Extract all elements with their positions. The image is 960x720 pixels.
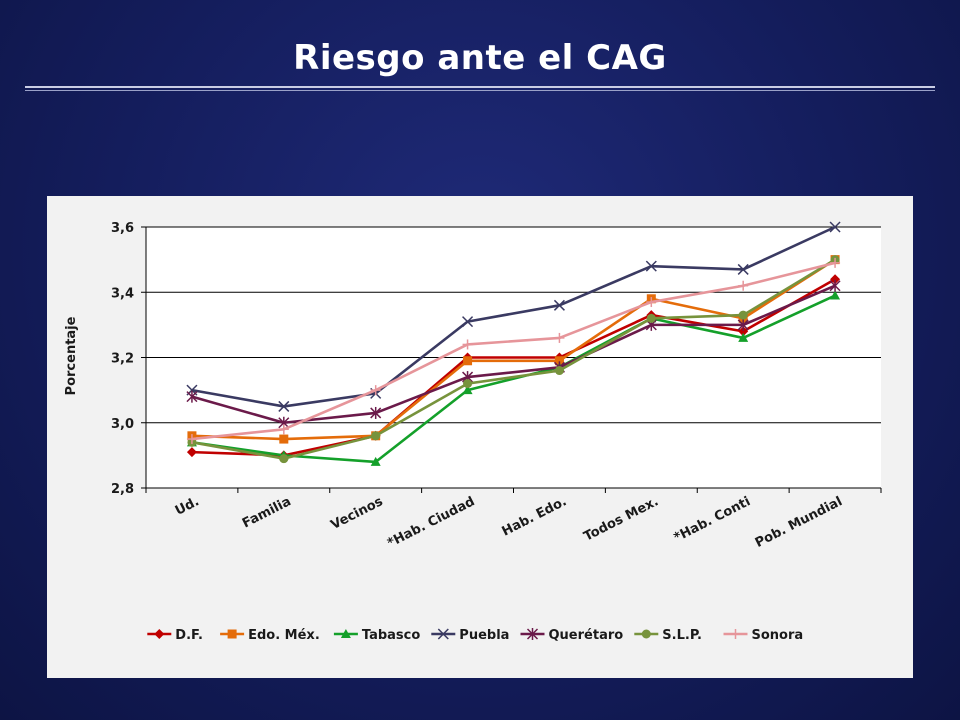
x-tick-label: *Hab. Conti	[672, 494, 753, 545]
legend-item: S.L.P.	[634, 628, 702, 643]
series-sonora	[186, 257, 841, 445]
x-tick-label: Todos Mex.	[582, 494, 662, 544]
data-point	[646, 297, 657, 308]
data-point	[829, 221, 841, 233]
data-point	[462, 316, 474, 328]
data-point	[554, 332, 565, 343]
data-point	[554, 366, 564, 376]
data-point	[437, 628, 449, 640]
x-tick-label: Hab. Edo.	[500, 494, 570, 539]
series-line	[191, 225, 836, 408]
y-axis-label: Porcentaje	[64, 316, 79, 395]
data-point	[645, 260, 657, 272]
data-point	[738, 332, 749, 342]
series-line	[191, 294, 836, 464]
series-line	[191, 284, 836, 425]
data-point	[278, 400, 290, 412]
legend-label: Puebla	[459, 628, 509, 643]
legend-label: Querétaro	[549, 628, 624, 643]
data-point	[370, 385, 381, 396]
y-tick-label: 2,8	[111, 482, 134, 497]
legend-label: S.L.P.	[662, 628, 702, 643]
title-divider	[25, 86, 935, 88]
legend-label: Sonora	[752, 628, 804, 643]
data-point	[730, 629, 741, 639]
data-point	[462, 385, 473, 395]
data-point	[278, 424, 289, 435]
series-line	[191, 278, 836, 457]
data-point	[154, 629, 165, 639]
data-point	[186, 390, 198, 403]
legend-item: Edo. Méx.	[220, 628, 320, 643]
x-tick-label: Vecinos	[329, 494, 386, 533]
data-point	[463, 379, 473, 389]
legend-item: D.F.	[147, 628, 203, 643]
data-point	[340, 629, 351, 638]
legend-item: Sonora	[723, 628, 804, 643]
legend-label: Edo. Méx.	[248, 628, 320, 643]
legend-label: D.F.	[175, 628, 203, 643]
data-point	[186, 447, 197, 458]
legend-item: Querétaro	[520, 628, 624, 643]
data-point	[830, 290, 841, 300]
series-line	[191, 261, 836, 441]
legend-label: Tabasco	[362, 628, 420, 643]
data-point	[738, 326, 749, 337]
x-tick-label: Familia	[240, 494, 294, 531]
data-point	[641, 629, 651, 639]
data-point	[463, 356, 473, 366]
chart-panel: 2,8 3,0 3,2 3,4 3,6 Ud. Familia Vecinos *Hab. Ci…	[47, 196, 913, 678]
y-tick-label: 3,2	[111, 352, 134, 367]
data-point	[279, 434, 289, 444]
y-tick-label: 3,6	[111, 221, 134, 236]
data-point	[738, 310, 748, 320]
data-point	[737, 318, 749, 331]
data-point	[830, 274, 841, 285]
legend-item: Tabasco	[333, 628, 420, 643]
data-point	[553, 299, 565, 311]
data-point	[371, 431, 381, 441]
line-chart: 2,8 3,0 3,2 3,4 3,6 Ud. Familia Vecinos *Hab. Ci…	[64, 221, 882, 643]
x-tick-label: *Hab. Ciudad	[385, 494, 477, 551]
data-point	[737, 263, 749, 275]
data-point	[370, 406, 382, 419]
y-tick-label: 3,0	[111, 417, 134, 432]
y-tick-label: 3,4	[111, 286, 134, 301]
x-tick-label: Pob. Mundial	[753, 494, 845, 551]
legend-item: Puebla	[431, 628, 509, 643]
data-point	[227, 629, 237, 639]
data-point	[186, 434, 197, 445]
data-point	[462, 339, 473, 350]
data-point	[738, 280, 749, 291]
data-point	[830, 257, 841, 268]
slide-title: Riesgo ante el CAG	[293, 38, 667, 78]
data-point	[829, 279, 841, 292]
series-line	[191, 258, 836, 460]
data-point	[646, 313, 656, 323]
title-divider-thin	[25, 90, 935, 91]
data-point	[279, 454, 289, 464]
data-point	[526, 628, 539, 640]
x-tick-label: Ud.	[173, 494, 202, 519]
data-point	[370, 456, 381, 466]
data-point	[554, 356, 564, 366]
